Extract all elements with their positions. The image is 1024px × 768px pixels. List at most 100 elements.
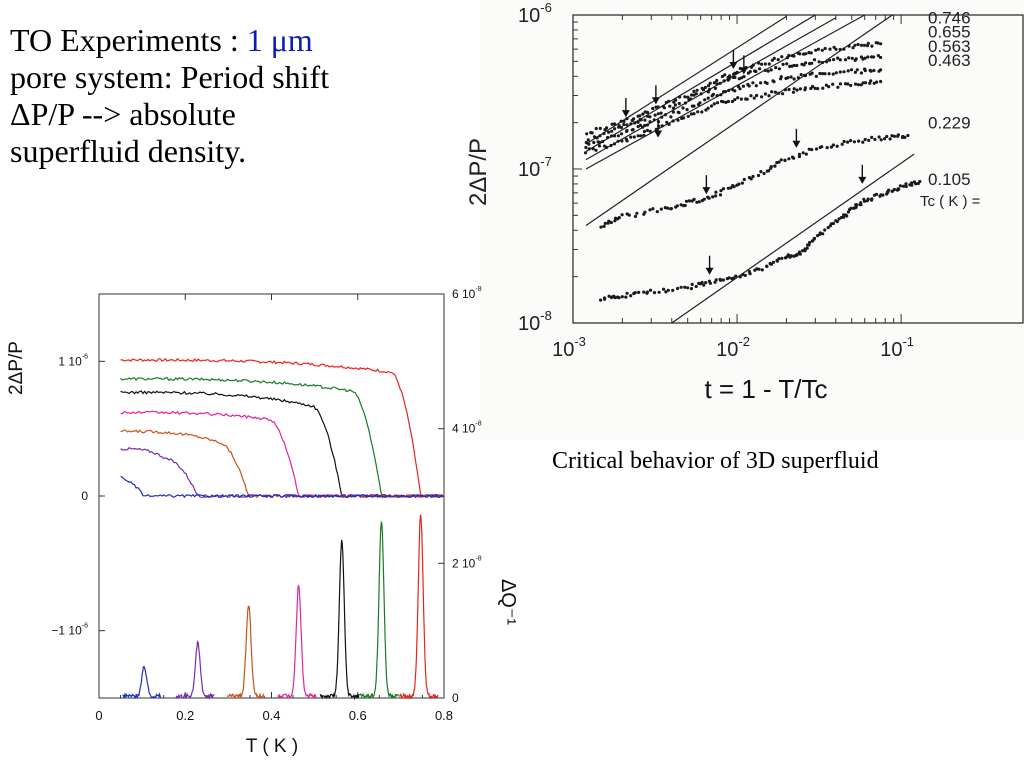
series-label: 0.563	[928, 37, 971, 56]
data-point	[712, 102, 716, 106]
data-point	[619, 125, 624, 130]
data-point	[781, 62, 785, 66]
data-point	[870, 135, 874, 139]
data-point	[740, 181, 745, 185]
data-point	[855, 68, 859, 72]
data-point	[711, 92, 716, 96]
data-point	[857, 139, 861, 143]
left-y-tick-mantissa: −1 10	[51, 624, 82, 638]
data-point	[759, 170, 763, 174]
data-point	[876, 41, 880, 45]
data-point	[892, 187, 897, 192]
data-point	[734, 274, 738, 278]
data-point	[586, 138, 590, 142]
x-tick-label: 10-2	[716, 334, 750, 361]
data-point	[648, 129, 652, 133]
data-point	[683, 95, 687, 99]
data-point	[612, 142, 617, 146]
data-point	[665, 120, 669, 124]
temperature-series-1	[120, 376, 444, 700]
data-point	[686, 95, 690, 99]
data-point	[853, 43, 857, 47]
right-y-tick-exponent: -8	[475, 286, 481, 293]
data-point	[636, 134, 640, 138]
data-point	[726, 99, 731, 104]
fit-lines	[585, 15, 915, 323]
data-point	[684, 199, 689, 203]
data-point	[856, 83, 861, 87]
data-point	[682, 116, 686, 120]
dissipation-peak	[226, 605, 266, 699]
left-y-tick-label: −1 10-6	[51, 623, 88, 638]
data-point	[714, 278, 718, 282]
data-point	[876, 54, 881, 58]
data-point	[849, 139, 853, 143]
data-point	[855, 203, 859, 207]
data-point	[796, 76, 801, 80]
x-tick-label: 0.4	[262, 708, 280, 723]
data-point	[633, 291, 637, 295]
data-point	[625, 117, 629, 121]
data-point	[599, 298, 603, 302]
data-point	[664, 290, 668, 294]
data-point	[843, 58, 848, 62]
scaling-series-0-463	[583, 79, 883, 155]
data-point	[676, 286, 680, 291]
data-point	[814, 48, 818, 52]
data-point	[603, 296, 607, 300]
data-point	[713, 280, 717, 284]
data-point	[885, 134, 889, 139]
series-label: 0.463	[928, 51, 971, 70]
data-point	[787, 53, 791, 58]
data-point	[686, 286, 690, 290]
data-point	[903, 135, 907, 139]
data-point	[590, 131, 594, 135]
data-point	[804, 152, 808, 156]
data-point	[853, 70, 858, 74]
data-point	[598, 134, 602, 138]
data-point	[677, 111, 681, 115]
tc-arrow-head	[739, 67, 748, 75]
data-point	[603, 221, 607, 225]
data-point	[613, 122, 617, 126]
data-point	[760, 62, 764, 66]
dissipation-peak	[122, 665, 162, 700]
temperature-series-4	[120, 429, 444, 699]
data-point	[694, 92, 698, 96]
data-point	[864, 81, 868, 85]
data-point	[585, 132, 589, 136]
data-point	[707, 196, 711, 200]
data-point	[728, 74, 732, 78]
data-point	[648, 120, 652, 124]
data-point	[820, 60, 825, 65]
data-point	[792, 63, 796, 68]
data-point	[838, 58, 842, 62]
data-point	[838, 70, 842, 74]
data-point	[769, 165, 773, 169]
data-point	[836, 85, 840, 89]
data-point	[804, 61, 808, 65]
data-point	[773, 90, 778, 94]
left-y-tick-mantissa: 1 10	[58, 354, 82, 368]
figure-caption: Critical behavior of 3D superfluid	[552, 448, 879, 474]
x-tick-label: 10-1	[880, 334, 914, 361]
data-point	[825, 60, 829, 64]
data-point	[712, 81, 717, 85]
data-point	[867, 138, 871, 142]
data-point	[683, 285, 687, 289]
data-point	[816, 234, 820, 238]
y-tick-exponent: -8	[540, 308, 552, 323]
data-point	[872, 81, 876, 85]
data-point	[651, 207, 655, 211]
temperature-series-3	[120, 410, 444, 700]
data-point	[597, 144, 602, 148]
data-point	[595, 136, 599, 140]
data-point	[724, 90, 728, 94]
data-point	[706, 106, 710, 110]
left-y-tick-label: 1 10-6	[58, 353, 88, 368]
data-point	[772, 56, 776, 61]
data-point	[633, 214, 638, 218]
data-point	[879, 138, 883, 142]
data-point	[840, 142, 844, 146]
